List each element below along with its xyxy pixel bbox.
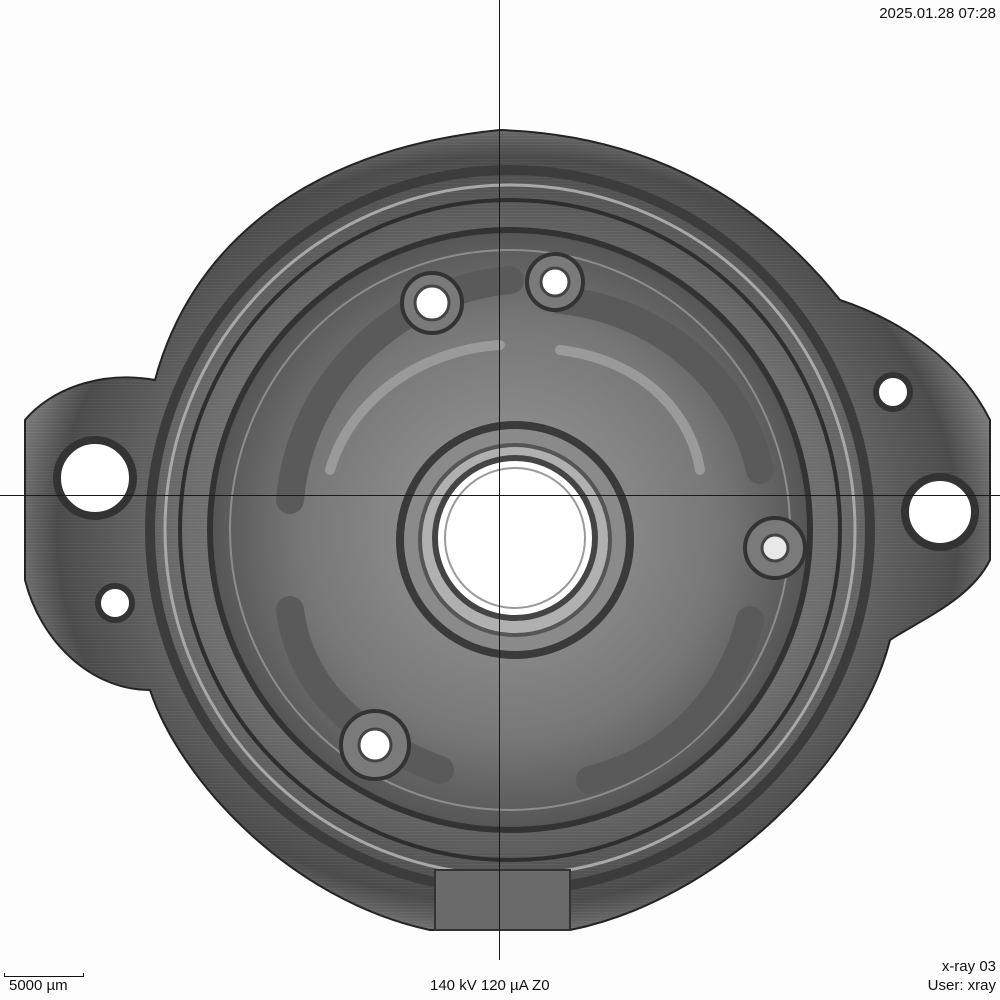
scale-label: 5000 µm (9, 977, 68, 994)
bolt-hole-bottom-left (357, 727, 393, 763)
bolt-hole-top-right (539, 266, 571, 298)
scale-bar (4, 973, 84, 977)
left-flange-hole (53, 436, 137, 520)
crosshair-vertical (499, 0, 500, 960)
left-small-hole (95, 583, 135, 623)
exposure-settings-label: 140 kV 120 µA Z0 (430, 977, 550, 994)
bolt-hole-right (760, 533, 790, 563)
crosshair-horizontal (0, 495, 1000, 496)
right-small-hole (873, 372, 913, 412)
right-flange-hole (901, 473, 979, 551)
user-label: User: xray (927, 977, 996, 994)
timestamp-label: 2025.01.28 07:28 (879, 5, 996, 22)
device-name-label: x-ray 03 (941, 958, 996, 975)
bolt-hole-top-left (413, 284, 451, 322)
